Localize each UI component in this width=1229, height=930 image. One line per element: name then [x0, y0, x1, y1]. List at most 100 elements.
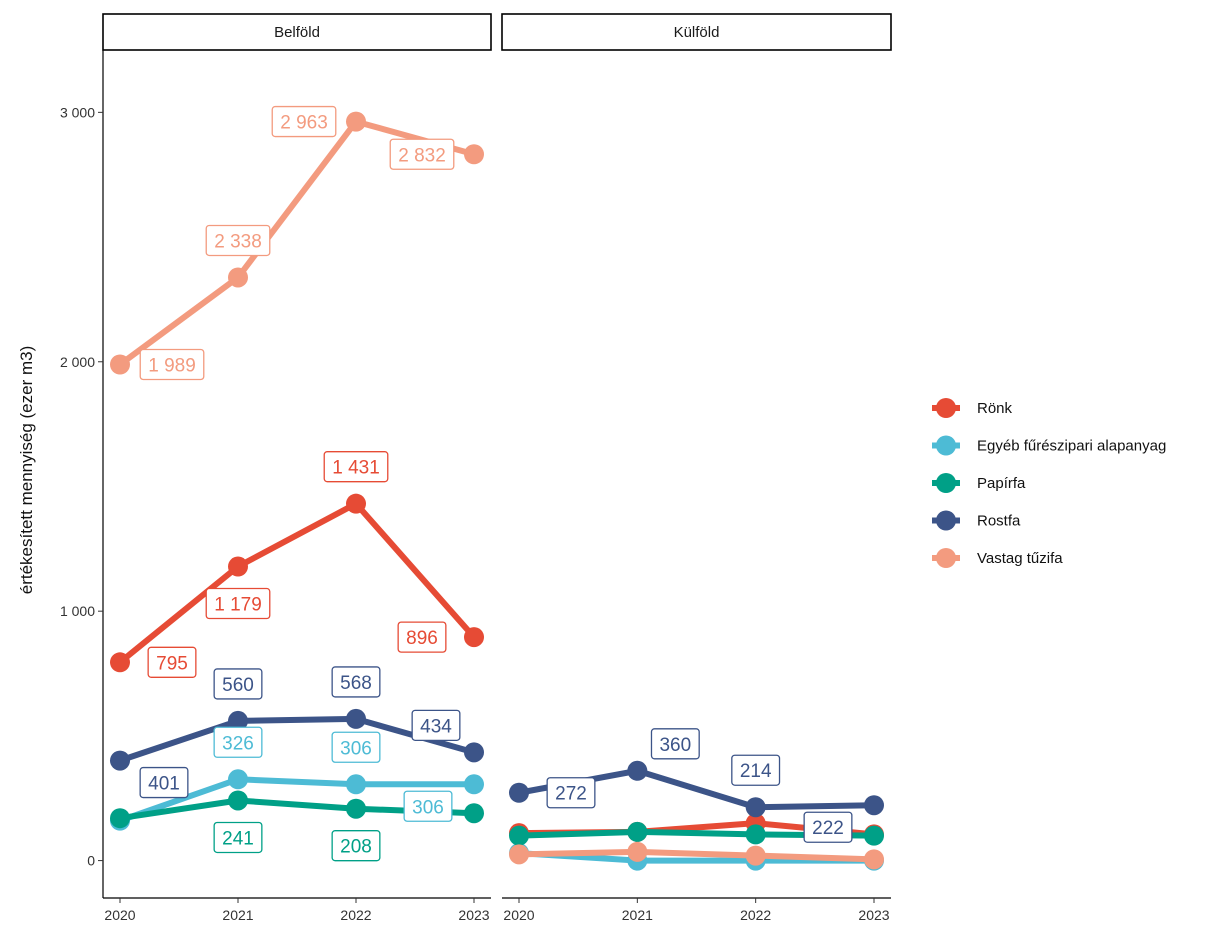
data-label-box	[139, 766, 189, 799]
data-point	[627, 821, 648, 842]
data-label: 306	[331, 731, 381, 763]
data-point	[509, 825, 529, 846]
data-label: 795	[147, 646, 197, 678]
data-point	[464, 742, 484, 763]
data-point	[110, 354, 130, 375]
data-point	[228, 790, 248, 811]
legend-key-point	[936, 435, 956, 456]
data-label-text: 401	[148, 774, 180, 795]
series-line	[117, 776, 477, 824]
data-point	[745, 824, 766, 845]
data-label: 208	[331, 830, 381, 862]
data-point	[464, 144, 484, 165]
data-point	[346, 798, 366, 819]
data-label-text: 306	[412, 797, 444, 818]
series-line	[117, 118, 477, 368]
legend-item-rostfa: Rostfa	[932, 510, 1021, 531]
legend: Rönk Egyéb fűrészipari alapanyag Papírfa Ro…	[932, 398, 1166, 568]
y-tick-label: 3 000	[60, 104, 95, 120]
data-label-box	[546, 777, 596, 809]
data-label-box	[147, 646, 197, 678]
data-label-box	[271, 105, 337, 138]
data-label-text: 2 832	[398, 145, 446, 166]
y-tick-label: 2 000	[60, 354, 95, 370]
data-point	[110, 750, 130, 771]
series-vastag-tuzifa	[509, 841, 884, 870]
data-label: 896	[397, 621, 447, 653]
data-label-text: 272	[555, 784, 587, 805]
data-label-text: 360	[659, 735, 691, 756]
facet-strip	[501, 13, 892, 51]
data-point	[745, 797, 766, 818]
panel-belfold: Belföld 2020 2021 2022 2023 795 1 179 1 431 896 3…	[102, 13, 492, 923]
data-label: 568	[331, 666, 381, 698]
data-label-box	[403, 790, 453, 822]
legend-item-ronk: Rönk	[932, 398, 1013, 418]
data-label: 306	[403, 790, 453, 822]
data-label: 2 832	[389, 138, 455, 170]
series-line	[117, 500, 477, 666]
data-labels: 272 360 214 222	[546, 728, 853, 843]
legend-label: Rostfa	[977, 513, 1021, 530]
data-point	[864, 795, 884, 816]
panels: Belföld 2020 2021 2022 2023 795 1 179 1 431 896 3…	[102, 13, 892, 923]
data-point	[228, 769, 248, 790]
data-labels: 795 1 179 1 431 896 326 306 306 241 208 401 560 568…	[139, 105, 461, 862]
series-vastag-tuzifa	[110, 111, 484, 375]
legend-key-point	[936, 398, 956, 418]
y-axis-title: értékesített mennyiség (ezer m3)	[17, 346, 36, 594]
data-label-text: 222	[812, 818, 844, 839]
data-label: 326	[213, 726, 263, 758]
data-label-text: 2 338	[214, 231, 262, 252]
data-label-box	[650, 728, 700, 760]
data-label: 434	[411, 709, 461, 741]
data-label-box	[731, 754, 781, 786]
x-tick-label: 2020	[104, 907, 135, 923]
data-label: 360	[650, 728, 700, 760]
data-label-text: 795	[156, 653, 188, 674]
facet-strip	[102, 13, 492, 51]
data-label: 401	[139, 766, 189, 799]
x-tick-label: 2020	[503, 907, 534, 923]
data-label-text: 434	[420, 716, 452, 737]
data-label-box	[803, 811, 853, 843]
data-point	[745, 845, 766, 866]
data-label-box	[323, 451, 389, 483]
data-label-box	[139, 348, 205, 381]
x-tick-label: 2022	[740, 907, 771, 923]
x-tick-label: 2023	[458, 907, 489, 923]
y-tick-label: 1 000	[60, 603, 95, 619]
legend-label: Vastag tűzifa	[977, 550, 1063, 567]
data-point	[864, 825, 884, 846]
x-tick-label: 2022	[340, 907, 371, 923]
data-point	[864, 849, 884, 870]
data-label-box	[411, 709, 461, 741]
data-point	[228, 556, 248, 577]
data-point	[346, 111, 366, 132]
data-label-box	[213, 668, 263, 700]
data-label: 272	[546, 777, 596, 809]
data-point	[464, 803, 484, 824]
data-label-box	[397, 621, 447, 653]
data-point	[509, 844, 529, 865]
data-point	[346, 774, 366, 795]
legend-item-egyeb-fureszipari-alapanyag: Egyéb fűrészipari alapanyag	[932, 435, 1166, 456]
data-label: 1 179	[205, 587, 271, 620]
data-label-text: 2 963	[280, 113, 328, 134]
series-ronk	[110, 493, 484, 673]
data-label-text: 1 179	[214, 595, 262, 616]
data-label-box	[213, 726, 263, 758]
data-label: 241	[213, 821, 263, 854]
data-point	[346, 493, 366, 514]
y-axis: 0 1 000 2 000 3 000	[60, 50, 104, 898]
data-label: 2 963	[271, 105, 337, 138]
legend-key-point	[936, 548, 956, 568]
x-tick-label: 2021	[222, 907, 253, 923]
data-point	[627, 760, 648, 781]
legend-item-papirfa: Papírfa	[932, 473, 1026, 493]
data-point	[464, 627, 484, 648]
facet-strip-label: Belföld	[274, 24, 320, 41]
data-label: 560	[213, 668, 263, 700]
data-label: 1 989	[139, 348, 205, 381]
